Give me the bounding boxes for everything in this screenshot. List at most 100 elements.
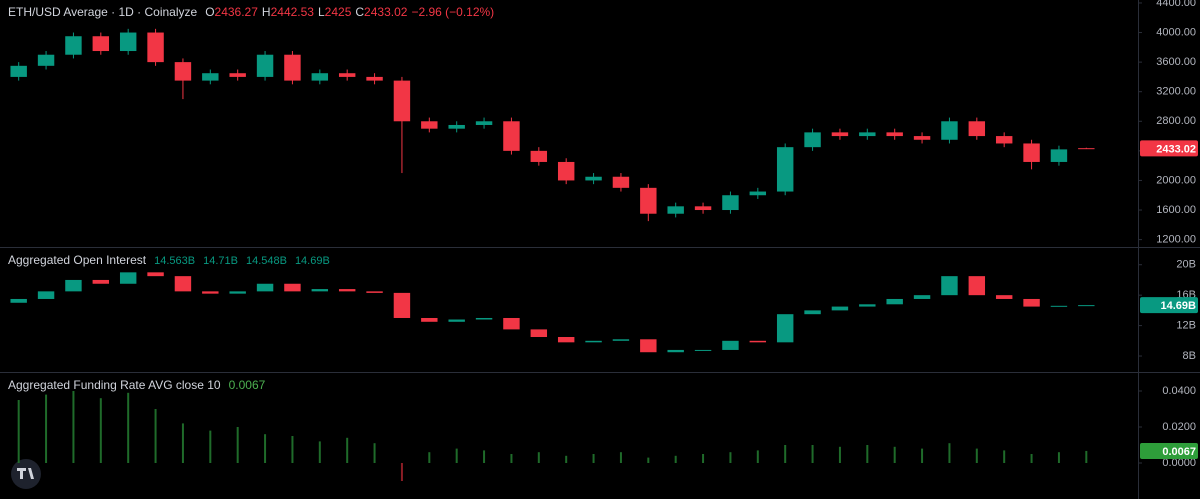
candle-body (147, 272, 164, 277)
candle-body (831, 132, 849, 137)
bar (1003, 450, 1006, 463)
bar (948, 443, 951, 463)
candle-body (311, 73, 329, 81)
candle-body (37, 54, 55, 66)
candle-body (119, 272, 137, 284)
candle-body (311, 289, 329, 292)
legend-value: 14.548B (246, 255, 287, 267)
candle-body (338, 289, 356, 292)
y-tick-label: 12B (1176, 320, 1196, 332)
bar (373, 443, 376, 463)
bar (592, 454, 595, 463)
bar (702, 454, 705, 463)
last-value-tag (1140, 140, 1198, 157)
ohlc-value: 2436.27 (215, 5, 259, 19)
candle-body (448, 319, 465, 322)
candle-body (475, 317, 493, 320)
candle-body (995, 136, 1013, 144)
candle-body (941, 276, 958, 296)
bar (619, 452, 622, 463)
legend-value: 14.563B (154, 255, 195, 267)
bar (565, 455, 568, 463)
pane-header: Aggregated Funding Rate AVG close 10 0.00… (8, 378, 266, 392)
candle-body (92, 279, 110, 284)
candle-body (366, 76, 383, 81)
bar (1085, 450, 1088, 463)
candle-body (256, 54, 274, 77)
bar (975, 448, 978, 463)
bar (1057, 452, 1060, 463)
y-tick-label: 0.0000 (1162, 457, 1196, 469)
legend-value: 0.0067 (229, 378, 266, 392)
candle-body (10, 65, 27, 77)
candle-body (421, 317, 438, 322)
y-tick-label: 4400.00 (1156, 0, 1196, 9)
candle-body (503, 317, 520, 330)
candle-body (640, 339, 657, 353)
y-tick-label: 3600.00 (1156, 56, 1196, 68)
bar (428, 452, 431, 463)
y-tick-label: 4000.00 (1156, 26, 1196, 38)
candle-body (831, 306, 849, 311)
y-tick-label: 2800.00 (1156, 115, 1196, 127)
candle-body (284, 54, 301, 81)
bar (72, 391, 75, 463)
candle-body (338, 73, 356, 77)
bar (209, 430, 212, 463)
candle-body (284, 283, 301, 292)
candle-body (119, 32, 137, 52)
y-tick-label: 1200.00 (1156, 234, 1196, 246)
candle-body (393, 292, 411, 318)
candle-body (804, 310, 821, 315)
candle-body (557, 161, 575, 181)
candle-body (475, 121, 493, 125)
last-value-label: 0.0067 (1162, 446, 1196, 458)
bar (921, 448, 924, 463)
pane-header: ETH/USD Average · 1D · Coinalyze O2436.27… (8, 5, 494, 19)
candle-body (174, 276, 192, 292)
candle-body (776, 314, 794, 343)
bar (291, 436, 294, 463)
bar (893, 446, 896, 463)
candle-body (366, 291, 383, 293)
tradingview-logo[interactable] (11, 459, 41, 489)
bar (729, 452, 732, 463)
bar (236, 427, 239, 463)
pane-header: Aggregated Open Interest 14.563B 14.71B 14.… (8, 253, 330, 267)
candle-body (147, 32, 164, 63)
last-value-tag (1140, 442, 1198, 459)
candle-body (393, 80, 411, 122)
candle-body (694, 206, 712, 211)
logo-mark (17, 468, 34, 479)
bar (784, 445, 787, 463)
pane-title: ETH/USD Average · 1D · Coinalyze (8, 5, 198, 19)
ohlc-value: 2433.02 (364, 5, 408, 19)
candle-body (256, 283, 274, 292)
candle-body (968, 276, 986, 296)
candle-body (202, 291, 219, 294)
candle-body (913, 295, 931, 299)
candle-body (10, 298, 27, 303)
logo-circle (11, 459, 41, 489)
candle-body (804, 132, 821, 148)
candle-body (667, 349, 684, 353)
candle-body (174, 62, 192, 81)
bar (1030, 454, 1033, 463)
candle-body (557, 337, 575, 343)
pane-title: Aggregated Funding Rate AVG close 10 (8, 378, 221, 392)
candle-body (749, 191, 767, 196)
candle-body (886, 132, 903, 137)
bar (181, 423, 184, 463)
candle-body (968, 121, 986, 137)
candle-body (694, 349, 712, 351)
candle-body (229, 291, 246, 294)
candle-body (995, 295, 1013, 299)
candle-body (776, 147, 794, 192)
bar (674, 455, 677, 463)
y-tick-label: 0.0400 (1162, 385, 1196, 397)
candle-body (1023, 298, 1040, 307)
candle-body (585, 340, 602, 343)
bar (537, 452, 540, 463)
bar (647, 457, 650, 463)
